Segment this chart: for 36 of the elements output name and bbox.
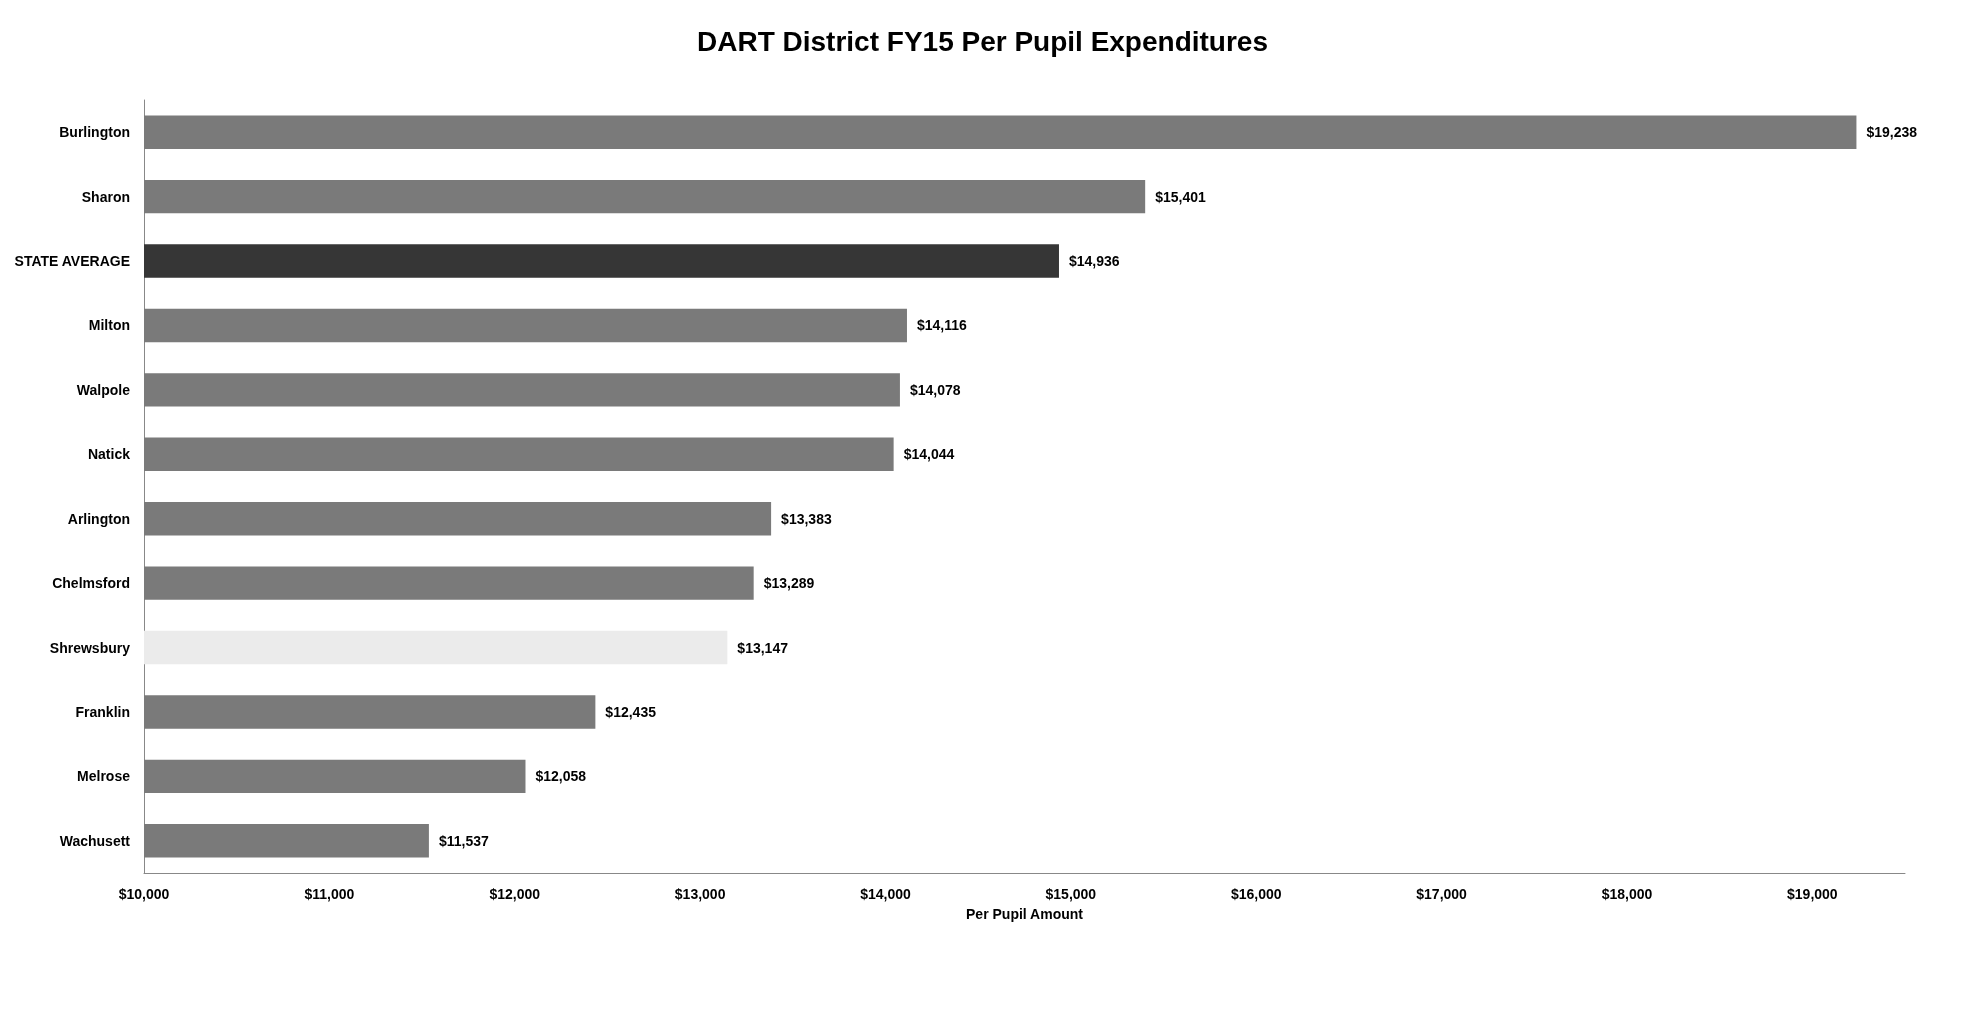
x-tick-label: $12,000 — [489, 886, 541, 902]
x-tick-label: $19,000 — [1787, 886, 1838, 902]
data-label: $13,383 — [781, 510, 832, 527]
data-label: $13,147 — [737, 639, 789, 656]
data-label: $14,936 — [1068, 253, 1120, 270]
x-tick-label: $16,000 — [1230, 886, 1282, 902]
data-label: $11,537 — [438, 832, 489, 849]
x-tick-label: $14,000 — [860, 886, 911, 902]
y-tick-label: Walpole — [76, 381, 131, 398]
x-tick-label: $18,000 — [1601, 886, 1653, 902]
y-tick-label: Milton — [88, 317, 130, 334]
y-tick-label: Burlington — [59, 124, 130, 141]
y-tick-label: Franklin — [75, 703, 130, 720]
x-axis-title: Per Pupil Amount — [966, 906, 1084, 922]
y-tick-label: Sharon — [81, 188, 130, 205]
data-label: $14,116 — [916, 317, 968, 334]
x-tick-label: $17,000 — [1416, 886, 1468, 902]
x-tick-label: $15,000 — [1045, 886, 1097, 902]
y-tick-label: Melrose — [77, 768, 131, 785]
y-tick-label: Chelmsford — [52, 575, 130, 592]
y-tick-label: Natick — [87, 446, 131, 463]
y-tick-label: Shrewsbury — [49, 639, 131, 656]
data-label: $12,058 — [535, 768, 587, 785]
x-tick-label: $13,000 — [674, 886, 726, 902]
data-label: $14,078 — [909, 381, 961, 398]
x-tick-label: $10,000 — [118, 886, 170, 902]
data-label: $19,238 — [1866, 124, 1918, 141]
y-tick-label: Wachusett — [59, 832, 131, 849]
x-tick-label: $11,000 — [304, 886, 355, 902]
data-label: $15,401 — [1155, 188, 1206, 205]
data-label: $13,289 — [763, 575, 815, 592]
data-label: $12,435 — [605, 703, 657, 720]
y-tick-label: Arlington — [67, 510, 130, 527]
data-label: $14,044 — [903, 446, 955, 463]
y-tick-label: STATE AVERAGE — [14, 253, 130, 270]
chart-title: DART District FY15 Per Pupil Expenditures — [696, 25, 1269, 57]
